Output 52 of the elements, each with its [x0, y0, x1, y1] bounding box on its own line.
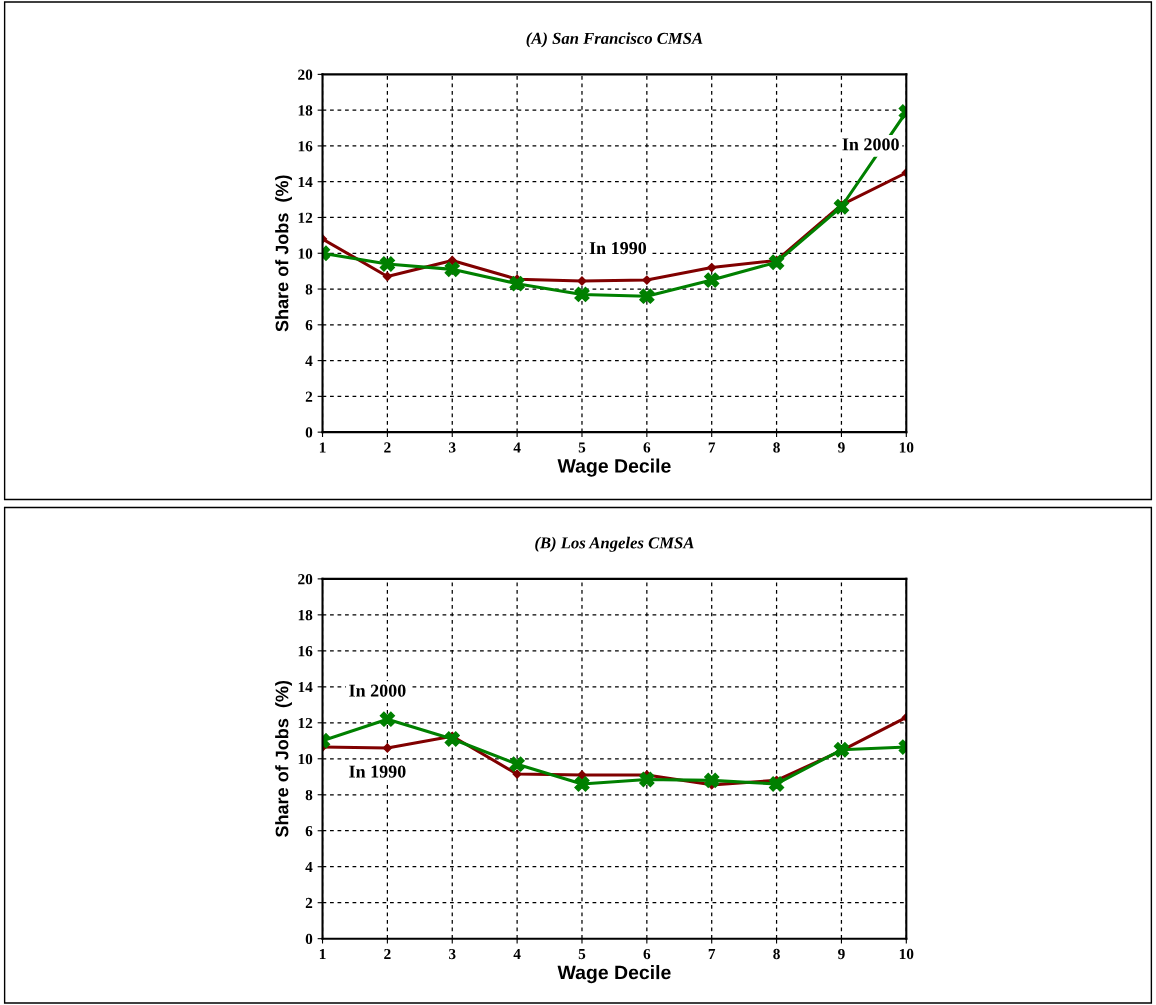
y-tick-label: 18 [298, 610, 313, 621]
x-tick-label: 10 [899, 948, 914, 960]
y-tick-label: 4 [305, 861, 313, 873]
annotation: In 1990 [589, 242, 647, 255]
x-tick-label: 8 [773, 948, 780, 960]
x-axis-title: Wage Decile [557, 965, 671, 984]
x-tick-label: 3 [449, 948, 456, 960]
y-tick-label: 0 [305, 933, 313, 945]
annotation: In 2000 [842, 138, 899, 151]
y-tick-label: 12 [298, 212, 313, 223]
y-tick-label: 14 [298, 682, 313, 693]
x-tick-label: 9 [838, 948, 845, 960]
x-axis-title: Wage Decile [557, 458, 671, 477]
x-tick-label: 7 [708, 442, 716, 453]
x-tick-label: 8 [773, 442, 780, 453]
x-tick-label: 4 [513, 442, 521, 453]
y-tick-label: 16 [298, 141, 313, 152]
y-tick-label: 2 [305, 391, 313, 402]
y-axis-title: Share of Jobs (%) [275, 680, 292, 838]
x-tick-label: 9 [838, 442, 845, 453]
annotation: In 2000 [349, 684, 406, 697]
y-tick-label: 12 [298, 717, 313, 729]
y-tick-label: 10 [298, 753, 313, 765]
x-tick-label: 6 [643, 948, 651, 960]
y-tick-label: 6 [305, 320, 313, 331]
x-tick-label: 1 [319, 948, 326, 959]
y-tick-label: 20 [298, 574, 313, 585]
x-tick-label: 5 [578, 442, 586, 453]
x-tick-label: 3 [449, 442, 456, 453]
y-tick-label: 2 [305, 897, 313, 908]
y-tick-label: 10 [298, 248, 313, 259]
y-tick-label: 4 [305, 355, 313, 366]
y-tick-label: 6 [305, 825, 313, 837]
x-tick-label: 1 [319, 442, 326, 453]
chart-title: (B) Los Angeles CMSA [535, 536, 694, 552]
x-tick-label: 2 [384, 948, 391, 959]
y-tick-label: 8 [305, 789, 313, 801]
y-tick-label: 18 [298, 105, 313, 116]
x-tick-label: 7 [708, 948, 716, 959]
x-tick-label: 10 [899, 442, 914, 453]
annotation: In 1990 [349, 765, 406, 778]
x-tick-label: 2 [384, 442, 391, 453]
x-tick-label: 6 [643, 442, 651, 453]
x-tick-label: 4 [513, 948, 521, 959]
y-tick-label: 16 [298, 646, 313, 657]
chart-title: (A) San Francisco CMSA [526, 32, 703, 48]
y-tick-label: 8 [305, 284, 313, 295]
y-tick-label: 20 [298, 69, 313, 80]
y-axis-title: Share of Jobs (%) [275, 175, 292, 332]
x-tick-label: 5 [578, 948, 586, 960]
y-tick-label: 0 [305, 427, 313, 438]
y-tick-label: 14 [298, 176, 313, 187]
